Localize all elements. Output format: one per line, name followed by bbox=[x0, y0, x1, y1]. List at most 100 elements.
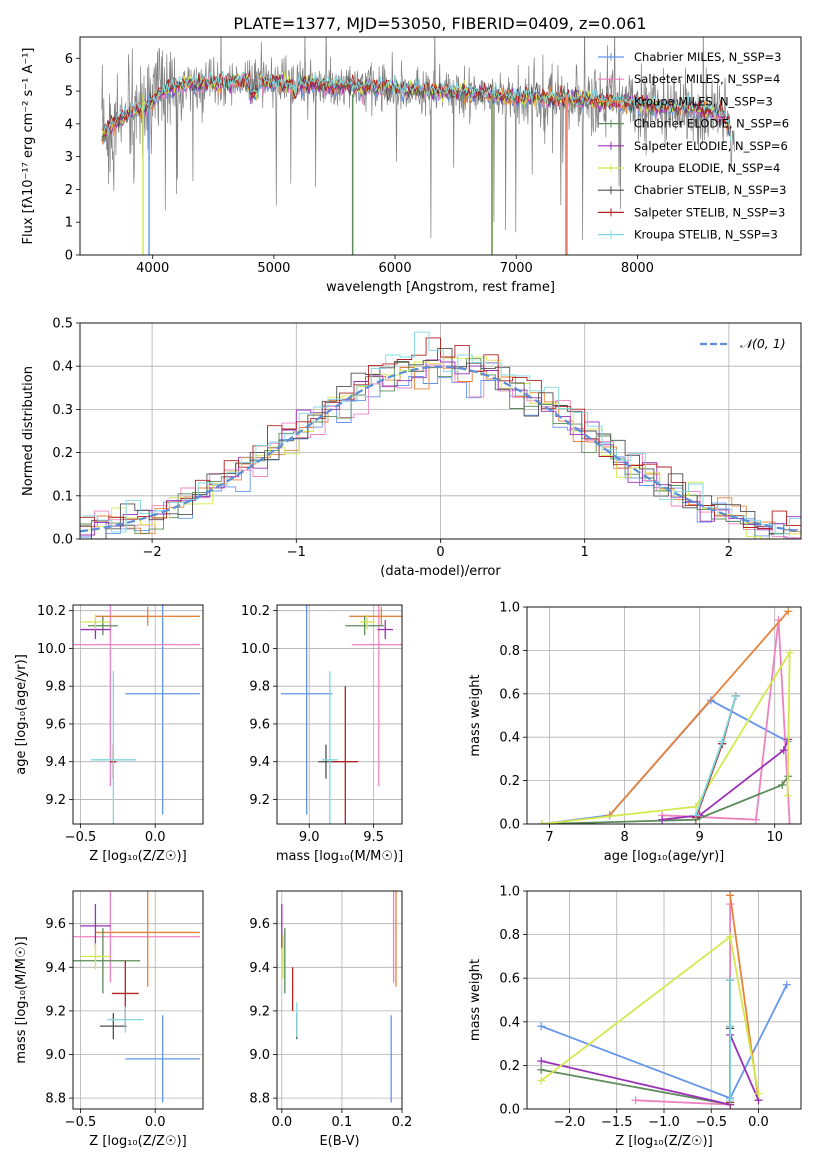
x-axis-label: wavelength [Angstrom, rest frame] bbox=[326, 280, 555, 295]
weight-line bbox=[695, 695, 737, 816]
panel-weight_vs_age: 7 8 9 10 0.0 0.2 0.4 0.6 0.8 1.0 age [log₁₀(age/yr… bbox=[468, 601, 802, 864]
y-tick-label: 1.0 bbox=[499, 885, 520, 900]
axes-frame bbox=[526, 606, 802, 825]
x-tick-label: −2.0 bbox=[554, 1115, 586, 1130]
panel-residuals: −2 −1 0 1 2 0.0 0.1 0.2 0.3 0.4 0.5 (data-model)/er… bbox=[21, 317, 802, 579]
legend-label: Salpeter MILES, N_SSP=4 bbox=[634, 72, 780, 86]
gaussian-reference-line bbox=[80, 365, 801, 533]
residual-histogram bbox=[82, 331, 801, 535]
y-tick-label: 0.8 bbox=[499, 928, 520, 943]
x-tick-label: 6000 bbox=[379, 261, 412, 276]
plot-area-mass_vs_ebv bbox=[281, 891, 397, 1103]
plot-area-mass_vs_Z bbox=[73, 891, 201, 1103]
x-tick-label: −0.5 bbox=[695, 1115, 727, 1130]
y-axis-label: Flux [fλ10⁻¹⁷ erg cm⁻² s⁻¹ A⁻¹] bbox=[21, 48, 36, 245]
x-tick-label: −2 bbox=[143, 545, 162, 560]
residual-histogram bbox=[80, 362, 801, 539]
x-axis-label: Z [log₁₀(Z/Z☉)] bbox=[615, 1134, 712, 1149]
plot-area-weight_vs_age bbox=[538, 607, 794, 824]
y-tick-label: 9.8 bbox=[249, 680, 270, 695]
legend: 𝒩(0, 1) bbox=[700, 336, 786, 351]
residual-histogram bbox=[80, 337, 801, 529]
y-tick-label: 0.4 bbox=[499, 1015, 520, 1030]
y-tick-label: 9.0 bbox=[45, 1048, 66, 1063]
x-tick-label: −1.5 bbox=[601, 1115, 633, 1130]
y-tick-label: 9.6 bbox=[249, 917, 270, 932]
weight-line bbox=[541, 649, 791, 824]
x-tick-label: 5000 bbox=[257, 261, 290, 276]
legend-label: Kroupa ELODIE, N_SSP=4 bbox=[634, 161, 780, 175]
y-axis-label: mass [log₁₀(M/M☉)] bbox=[14, 936, 29, 1063]
legend-label: Kroupa STELIB, N_SSP=3 bbox=[634, 228, 778, 242]
legend-label: Chabrier ELODIE, N_SSP=6 bbox=[634, 117, 789, 131]
model-spectrum bbox=[101, 71, 732, 142]
y-tick-label: 9.2 bbox=[45, 1004, 66, 1019]
y-tick-label: 2 bbox=[65, 183, 73, 198]
legend-label: Chabrier MILES, N_SSP=3 bbox=[634, 50, 781, 64]
axes-frame bbox=[276, 890, 403, 1110]
plot-area-spectrum bbox=[101, 37, 735, 255]
y-tick-label: 9.0 bbox=[249, 1048, 270, 1063]
y-tick-label: 1.0 bbox=[499, 601, 520, 616]
y-tick-label: 0.0 bbox=[499, 1103, 520, 1118]
x-axis-label: mass [log₁₀(M/M☉)] bbox=[276, 849, 403, 864]
y-tick-label: 0.2 bbox=[499, 1059, 520, 1074]
y-tick-label: 0.5 bbox=[52, 317, 73, 332]
x-axis-label: E(B-V) bbox=[319, 1134, 359, 1149]
x-tick-label: 0 bbox=[436, 545, 444, 560]
y-tick-label: 8.8 bbox=[249, 1092, 270, 1107]
plot-area-age_vs_Z bbox=[73, 605, 201, 824]
y-tick-label: 9.4 bbox=[249, 961, 270, 976]
axes-frame bbox=[276, 604, 403, 825]
x-tick-label: 0.0 bbox=[145, 1115, 166, 1130]
y-tick-label: 9.6 bbox=[249, 717, 270, 732]
residual-histogram bbox=[80, 376, 799, 539]
plot-area-residuals bbox=[80, 331, 801, 539]
weight-line bbox=[541, 699, 788, 824]
x-tick-label: 10 bbox=[766, 830, 783, 845]
y-tick-label: 5 bbox=[65, 85, 73, 100]
y-tick-label: 0.2 bbox=[52, 446, 73, 461]
axes-frame bbox=[72, 604, 204, 825]
weight-line bbox=[635, 904, 731, 1106]
x-tick-label: 7 bbox=[545, 830, 553, 845]
x-tick-label: −0.5 bbox=[65, 1115, 97, 1130]
x-tick-label: 0.0 bbox=[145, 830, 166, 845]
x-tick-label: 2 bbox=[725, 545, 733, 560]
weight-line bbox=[608, 610, 789, 816]
y-tick-label: 9.2 bbox=[45, 793, 66, 808]
y-tick-label: 0.4 bbox=[52, 360, 73, 375]
y-tick-label: 10.0 bbox=[37, 642, 66, 657]
x-tick-label: 9 bbox=[696, 830, 704, 845]
y-tick-label: 10.2 bbox=[241, 604, 270, 619]
y-tick-label: 10.2 bbox=[37, 604, 66, 619]
y-tick-label: 0.6 bbox=[499, 687, 520, 702]
legend-label: Salpeter STELIB, N_SSP=3 bbox=[634, 205, 785, 219]
y-tick-label: 9.6 bbox=[45, 917, 66, 932]
weight-line bbox=[541, 775, 789, 824]
figure-title: PLATE=1377, MJD=53050, FIBERID=0409, z=0… bbox=[233, 14, 646, 33]
panel-weight_vs_Z: −2.0 −1.5 −1.0 −0.5 0.0 0.0 0.2 0.4 0.6 0.8 1.0 Z [… bbox=[468, 885, 802, 1149]
x-tick-label: 7000 bbox=[500, 261, 533, 276]
y-tick-label: 3 bbox=[65, 150, 73, 165]
x-tick-label: 1 bbox=[581, 545, 589, 560]
y-tick-label: 9.4 bbox=[45, 755, 66, 770]
x-tick-label: −0.5 bbox=[65, 830, 97, 845]
y-tick-label: 8.8 bbox=[45, 1092, 66, 1107]
y-tick-label: 6 bbox=[65, 52, 73, 67]
legend-label: 𝒩(0, 1) bbox=[740, 336, 786, 351]
y-axis-label: age [log₁₀(age/yr)] bbox=[14, 654, 29, 775]
x-tick-label: 9.5 bbox=[363, 830, 384, 845]
x-tick-label: 8 bbox=[620, 830, 628, 845]
axes-frame bbox=[79, 36, 802, 256]
legend-label: Salpeter ELODIE, N_SSP=6 bbox=[634, 139, 788, 153]
y-tick-label: 9.4 bbox=[249, 755, 270, 770]
x-tick-label: 0.1 bbox=[332, 1115, 353, 1130]
legend-label: Kroupa MILES, N_SSP=3 bbox=[634, 94, 773, 108]
x-tick-label: 8000 bbox=[621, 261, 654, 276]
residual-histogram bbox=[82, 367, 801, 535]
residual-histogram bbox=[82, 356, 801, 539]
x-tick-label: −1 bbox=[287, 545, 306, 560]
weight-line bbox=[661, 739, 790, 821]
